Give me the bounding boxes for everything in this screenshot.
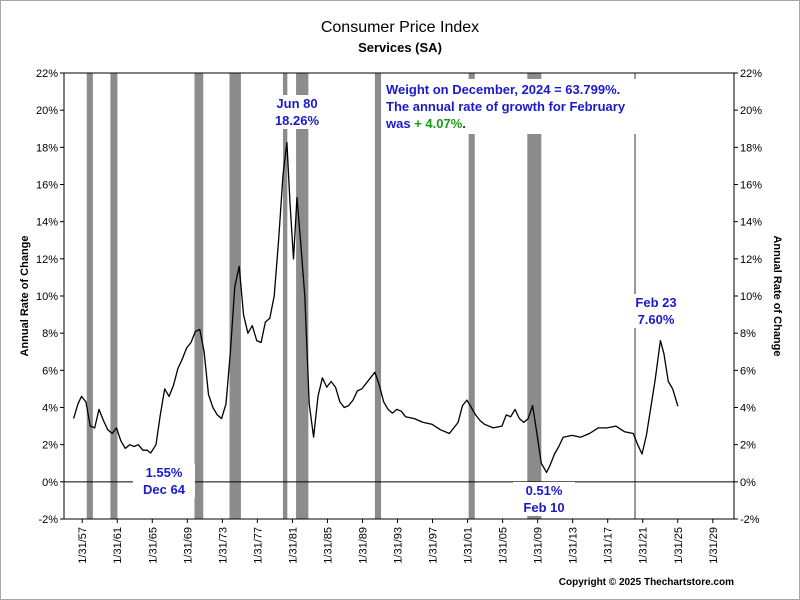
weight-note-line3: was + 4.07%. <box>386 115 656 132</box>
weight-note-prefix: was <box>386 116 415 131</box>
y-tick-label-right: 8% <box>740 328 756 340</box>
y-tick-label-right: 18% <box>740 142 762 154</box>
x-tick-label: 1/31/93 <box>393 527 405 564</box>
x-tick-label: 1/31/81 <box>287 527 299 564</box>
x-tick-label: 1/31/89 <box>357 527 369 564</box>
recession-band-2 <box>86 73 93 519</box>
weight-note-line2: The annual rate of growth for February <box>386 99 626 114</box>
y-tick-label-left: 12% <box>36 254 58 266</box>
weight-note-suffix: . <box>462 116 466 131</box>
annotation-peak-1980: Jun 80 18.26% <box>262 95 332 129</box>
y-tick-label-left: 22% <box>36 68 58 80</box>
annotation-peak-1980-value: 18.26% <box>274 113 320 128</box>
y-tick-label-right: 2% <box>740 440 756 452</box>
x-tick-label: 1/31/73 <box>217 527 229 564</box>
weight-note-growth-value: + 4.07% <box>414 116 463 131</box>
annotation-low-1964: 1.55% Dec 64 <box>133 464 195 498</box>
y-tick-label-right: 10% <box>740 291 762 303</box>
y-tick-label-right: 12% <box>740 254 762 266</box>
x-tick-label: 1/31/57 <box>77 527 89 564</box>
y-tick-label-left: 4% <box>42 403 58 415</box>
y-tick-label-left: 6% <box>42 365 58 377</box>
y-tick-label-left: 14% <box>36 217 58 229</box>
annotation-peak-2023: Feb 23 7.60% <box>626 294 686 328</box>
annotation-low-2010-value: 0.51% <box>525 483 563 498</box>
x-tick-label: 1/31/05 <box>498 527 510 564</box>
annotation-low-2010-date: Feb 10 <box>523 500 565 515</box>
annotation-peak-2023-value: 7.60% <box>637 312 675 327</box>
x-tick-label: 1/31/61 <box>112 527 124 564</box>
y-tick-label-left: 16% <box>36 180 58 192</box>
y-tick-label-left: 20% <box>36 105 58 117</box>
x-tick-label: 1/31/69 <box>182 527 194 564</box>
y-axis-label-left: Annual Rate of Change <box>19 235 31 356</box>
y-tick-label-right: 0% <box>740 477 756 489</box>
recession-band-6 <box>282 73 288 519</box>
x-tick-label: 1/31/29 <box>708 527 720 564</box>
y-tick-label-left: 2% <box>42 440 58 452</box>
chart-title: Consumer Price Index <box>320 19 480 36</box>
annotation-peak-2023-date: Feb 23 <box>635 295 677 310</box>
x-tick-label: 1/31/21 <box>638 527 650 564</box>
recession-band-7 <box>296 73 309 519</box>
recession-band-4 <box>194 73 204 519</box>
x-tick-label: 1/31/17 <box>603 527 615 564</box>
recession-band-5 <box>229 73 241 519</box>
y-tick-label-left: 0% <box>42 477 58 489</box>
x-tick-label: 1/31/85 <box>322 527 334 564</box>
annotation-peak-1980-date: Jun 80 <box>276 96 318 111</box>
recession-band-9 <box>468 73 475 519</box>
y-tick-label-left: 18% <box>36 142 58 154</box>
y-tick-label-right: 6% <box>740 365 756 377</box>
y-tick-label-right: 16% <box>740 180 762 192</box>
y-axis-label-right: Annual Rate of Change <box>771 235 783 356</box>
y-tick-label-right: 22% <box>740 68 762 80</box>
copyright-notice: Copyright © 2025 Thechartstore.com <box>558 577 734 588</box>
weight-note-line1: Weight on December, 2024 = 63.799%. <box>386 82 621 97</box>
x-tick-label: 1/31/13 <box>568 527 580 564</box>
annotation-low-1964-value: 1.55% <box>145 465 183 480</box>
annotation-low-1964-date: Dec 64 <box>143 482 185 497</box>
series-line-1 <box>72 141 679 474</box>
y-tick-label-right: -2% <box>740 514 760 526</box>
annotation-low-2010: 0.51% Feb 10 <box>513 482 575 516</box>
y-tick-label-left: 10% <box>36 291 58 303</box>
x-tick-label: 1/31/01 <box>463 527 475 564</box>
x-tick-label: 1/31/97 <box>428 527 440 564</box>
chart-subtitle: Services (SA) <box>358 40 442 55</box>
x-tick-label: 1/31/09 <box>533 527 545 564</box>
weight-note: Weight on December, 2024 = 63.799%. The … <box>382 79 660 134</box>
recession-band-10 <box>527 73 542 519</box>
recession-band-3 <box>110 73 118 519</box>
x-tick-label: 1/31/77 <box>252 527 264 564</box>
y-tick-label-right: 14% <box>740 217 762 229</box>
y-tick-label-right: 20% <box>740 105 762 117</box>
recession-band-8 <box>374 73 382 519</box>
y-tick-label-left: -2% <box>38 514 58 526</box>
y-tick-label-left: 8% <box>42 328 58 340</box>
y-tick-label-right: 4% <box>740 403 756 415</box>
x-tick-label: 1/31/65 <box>147 527 159 564</box>
x-tick-label: 1/31/25 <box>673 527 685 564</box>
